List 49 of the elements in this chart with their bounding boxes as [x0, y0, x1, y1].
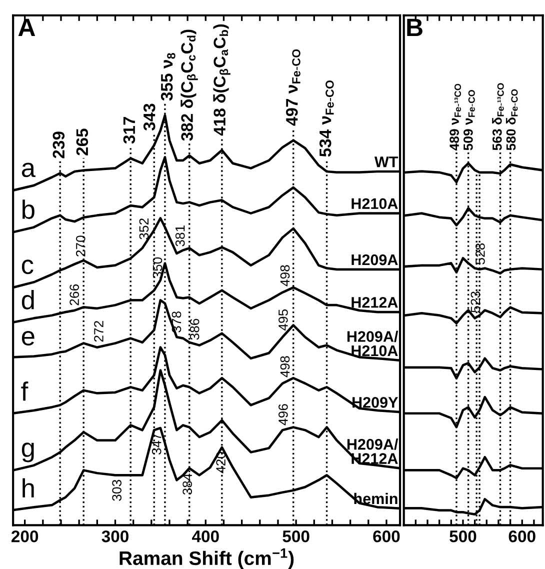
annotation: c [22, 260, 34, 274]
series-label: H209A/ H210A [347, 330, 398, 356]
chart-title: B [407, 18, 422, 36]
series-label: H210A [352, 198, 398, 210]
series-label: hemin [354, 492, 398, 504]
annotation: 272 [94, 320, 104, 342]
annotation: e [22, 331, 34, 346]
ref-line-label: 580 δ$_{Fe-CO}$ [506, 89, 518, 150]
x-axis-title: Raman Shift (cm$^{−1}$) [120, 548, 294, 569]
annotation: a [22, 162, 36, 178]
chart-title: A [18, 18, 36, 36]
ref-line-label: 382 δ(C$_{β}$C$_{c}$C$_{d}$) [180, 30, 198, 141]
annotation: f [21, 382, 28, 401]
x-tick-label: 500 [450, 530, 476, 542]
series-label: H209Y [352, 397, 398, 408]
ref-line-label: 509 ν$_{Fe-CO}$ [464, 90, 475, 150]
x-tick-label: 600 [508, 530, 536, 542]
annotation: 303 [112, 480, 122, 501]
x-tick-label: 300 [102, 530, 128, 542]
series-label: H209A [352, 254, 398, 266]
annotation: 498 [280, 265, 290, 286]
ref-line-label: 343 [143, 104, 156, 131]
ref-line-label: 265 [76, 128, 88, 156]
annotation: 270 [76, 236, 86, 256]
ref-line-label: 534 ν$_{Fe-CO}$ [319, 80, 334, 157]
x-tick-label: 200 [12, 530, 38, 542]
ref-line-label: 563 δ$_{Fe-¹³CO}$ [492, 83, 504, 150]
x-tick-label: 500 [282, 530, 310, 542]
annotation: b [22, 200, 34, 219]
ref-line-label: 489 ν$_{Fe-¹³CO}$ [450, 84, 462, 150]
ref-line-label: 239 [52, 132, 65, 158]
annotation: 386 [190, 318, 200, 340]
annotation: h [22, 478, 34, 498]
x-tick-label: 400 [192, 530, 219, 542]
annotation: g [22, 442, 34, 462]
annotation: 266 [70, 284, 80, 306]
annotation: 381 [175, 225, 185, 246]
ref-line-label: 317 [123, 116, 136, 144]
annotation: 498 [280, 356, 290, 378]
series-label: H212A [352, 297, 398, 308]
x-tick-label: 600 [373, 530, 400, 542]
annotation: d [22, 290, 34, 310]
ref-line-label: 418 δ(C$_{β}$C$_{a}$C$_{b}$) [213, 24, 230, 136]
series-label: WT [374, 156, 398, 168]
ref-line-label: 497 ν$_{Fe-CO}$ [286, 49, 300, 126]
ref-line-label: 355 ν$_{8}$ [160, 53, 176, 101]
annotation: 496 [278, 404, 288, 426]
annotation: 495 [278, 309, 288, 331]
annotation: 352 [139, 218, 149, 240]
